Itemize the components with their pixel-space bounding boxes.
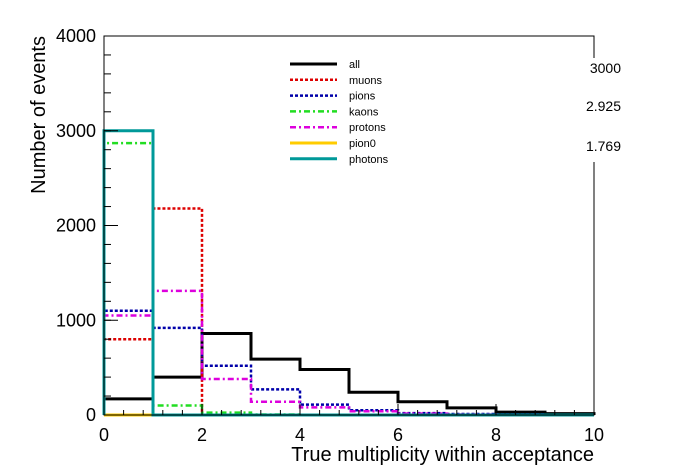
x-tick-label: 2 (197, 425, 207, 445)
histogram-series-all (102, 332, 596, 416)
legend-label-all: all (349, 59, 360, 71)
y-tick-label: 3000 (56, 121, 96, 141)
x-tick-label: 4 (295, 425, 305, 445)
axes: 0 2 4 6 8 10 0 1000 2000 3000 4000 (56, 26, 604, 445)
side-value-3: 1.769 (586, 138, 621, 154)
legend-label-muons: muons (349, 75, 383, 87)
y-tick-label: 0 (86, 405, 96, 425)
side-value-1: 3000 (590, 60, 621, 76)
y-tick-label: 1000 (56, 310, 96, 330)
legend-label-protons: protons (349, 122, 386, 134)
x-tick-label: 10 (584, 425, 604, 445)
histogram-lines (102, 129, 596, 417)
histogram-series-protons (102, 289, 594, 417)
x-tick-label: 0 (99, 425, 109, 445)
legend-label-kaons: kaons (349, 106, 379, 118)
y-tick-label: 4000 (56, 26, 96, 46)
x-tick-label: 8 (491, 425, 501, 445)
legend-label-pions: pions (349, 91, 376, 103)
legend-label-photons: photons (349, 154, 389, 166)
y-axis-label: Number of events (28, 36, 50, 194)
histogram-series-pions (102, 309, 596, 416)
side-value-2: 2.925 (586, 98, 621, 114)
legend: all muons pions kaons protons pion0 photons (284, 56, 414, 168)
side-panel-background (573, 58, 628, 162)
x-tick-label: 6 (393, 425, 403, 445)
x-axis-label: True multiplicity within acceptance (291, 444, 594, 466)
legend-label-pion0: pion0 (349, 138, 376, 150)
y-tick-label: 2000 (56, 216, 96, 236)
